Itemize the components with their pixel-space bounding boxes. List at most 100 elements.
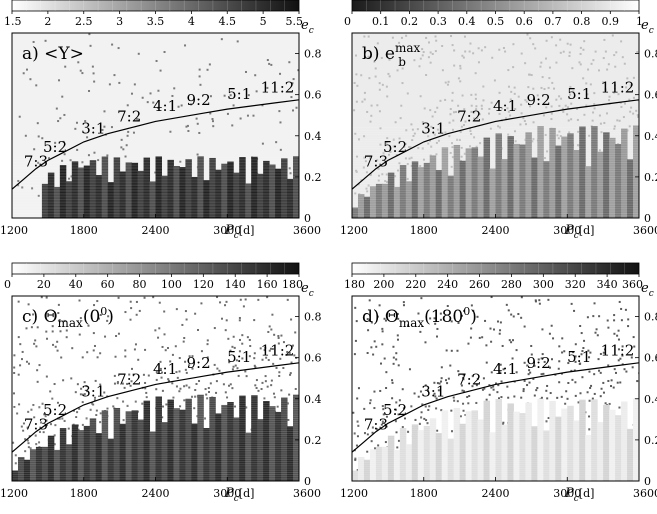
collision-curve-d bbox=[352, 362, 639, 453]
plot-area-a bbox=[12, 33, 299, 218]
y-tick-label-b: 0.6 bbox=[644, 89, 657, 102]
x-axis-label-b: Pc[d] bbox=[564, 223, 594, 241]
resonance-label-d: 7:2 bbox=[457, 370, 481, 388]
colorbar-tick-label-a: 3 bbox=[116, 15, 123, 28]
colorbar-tick-label-a: 2.5 bbox=[75, 15, 93, 28]
colorbar-tick-label-d: 240 bbox=[437, 278, 458, 291]
x-tick-label-b: 3000 bbox=[553, 224, 581, 237]
y-tick-label-c: 0 bbox=[304, 475, 311, 488]
x-tick-label-d: 3000 bbox=[553, 487, 581, 500]
y-tick-label-c: 0.4 bbox=[304, 393, 322, 406]
colorbar-tick-label-b: 0.5 bbox=[487, 15, 505, 28]
colorbar-tick-label-a: 5.5 bbox=[286, 15, 304, 28]
y-tick-label-a: 0.8 bbox=[304, 48, 322, 61]
x-tick-label-d: 1800 bbox=[410, 487, 438, 500]
colorbar-tick-label-c: 0 bbox=[4, 278, 11, 291]
colorbar-tick-label-c: 180 bbox=[282, 278, 303, 291]
x-tick-label-b: 1200 bbox=[340, 224, 368, 237]
resonance-label-d: 9:2 bbox=[526, 354, 550, 372]
colorbar-tick-label-c: 20 bbox=[37, 278, 51, 291]
resonance-label-a: 7:2 bbox=[117, 107, 141, 125]
colorbar-tick-label-c: 100 bbox=[161, 278, 182, 291]
resonance-label-b: 4:1 bbox=[493, 97, 517, 115]
panel-a: 1.5 2 2.5 3 3.5 4 4.5 5 5.5 7:35:2 3:1 7:2 4:1 9:2 5:1… bbox=[0, 0, 322, 241]
resonance-label-a: 4:1 bbox=[153, 97, 177, 115]
resonance-label-b: 9:2 bbox=[526, 91, 550, 109]
panel-label-b: b) emax b bbox=[362, 41, 421, 69]
panel-b: 0 0.1 0.2 0.3 0.4 0.5 0.6 0.7 0.8 0.9 1 7:35:2 3:1 7:… bbox=[340, 0, 657, 241]
x-tick-label-c: 2400 bbox=[142, 487, 170, 500]
x-axis-label-a: Pc[d] bbox=[224, 223, 254, 241]
colorbar-tick-label-d: 340 bbox=[597, 278, 618, 291]
colorbar-tick-label-c: 120 bbox=[193, 278, 214, 291]
x-tick-label-a: 2400 bbox=[142, 224, 170, 237]
resonance-label-d: 5:2 bbox=[383, 401, 407, 419]
colorbar-tick-label-a: 2 bbox=[44, 15, 51, 28]
x-axis-label-d: Pc[d] bbox=[564, 486, 594, 504]
resonance-label-c: 3:1 bbox=[81, 383, 105, 401]
collision-curve-c bbox=[12, 362, 299, 453]
x-tick-label-a: 3600 bbox=[293, 224, 321, 237]
colorbar-tick-label-d: 200 bbox=[373, 278, 394, 291]
y-tick-label-d: 0 bbox=[644, 475, 651, 488]
y-tick-label-c: 0.2 bbox=[304, 434, 322, 447]
resonance-label-b: 7:2 bbox=[457, 107, 481, 125]
y-tick-label-c: 0.8 bbox=[304, 311, 322, 324]
colorbar-tick-label-a: 4 bbox=[188, 15, 195, 28]
resonance-label-c: 7:2 bbox=[117, 370, 141, 388]
colorbar-tick-label-d: 260 bbox=[469, 278, 490, 291]
resonance-label-a: 11:2 bbox=[261, 79, 295, 97]
colorbar-tick-label-a: 3.5 bbox=[147, 15, 165, 28]
colorbar-tick-label-b: 0.2 bbox=[401, 15, 419, 28]
y-tick-label-a: 0 bbox=[304, 212, 311, 225]
panel-label-a: a) <Y> bbox=[22, 44, 84, 64]
colorbar-tick-label-b: 0.8 bbox=[573, 15, 591, 28]
y-tick-label-d: 0.4 bbox=[644, 393, 657, 406]
x-axis-label-c: Pc[d] bbox=[224, 486, 254, 504]
x-tick-label-c: 3000 bbox=[213, 487, 241, 500]
colorbar-tick-label-c: 140 bbox=[225, 278, 246, 291]
colorbar-tick-label-a: 5 bbox=[260, 15, 267, 28]
resonance-label-d: 5:1 bbox=[567, 348, 591, 366]
resonance-label-b: 11:2 bbox=[601, 79, 635, 97]
y-tick-label-a: 0.2 bbox=[304, 171, 322, 184]
resonance-label-c: 4:1 bbox=[153, 360, 177, 378]
colorbar-d bbox=[351, 262, 640, 275]
y-tick-label-b: 0.8 bbox=[644, 48, 657, 61]
resonance-label-c: 5:1 bbox=[227, 348, 251, 366]
y-tick-label-b: 0.4 bbox=[644, 130, 657, 143]
x-tick-label-c: 1800 bbox=[70, 487, 98, 500]
resonance-label-c: 9:2 bbox=[186, 354, 210, 372]
colorbar-c bbox=[11, 262, 300, 275]
x-tick-label-b: 2400 bbox=[482, 224, 510, 237]
resonance-label-b: 5:1 bbox=[567, 85, 591, 103]
x-tick-label-a: 1200 bbox=[0, 224, 28, 237]
y-tick-label-c: 0.6 bbox=[304, 352, 322, 365]
colorbar-tick-label-c: 160 bbox=[257, 278, 278, 291]
colorbar-tick-label-d: 360 bbox=[622, 278, 643, 291]
y-tick-label-d: 0.6 bbox=[644, 352, 657, 365]
panel-d: 180 200 220 240 260 280 300 320 340 360 7:35:2 3:1 7… bbox=[340, 262, 657, 504]
resonance-label-a: 9:2 bbox=[186, 91, 210, 109]
resonance-label-a: 5:2 bbox=[43, 138, 67, 156]
collision-curve-a bbox=[12, 99, 299, 190]
colorbar-tick-label-c: 40 bbox=[69, 278, 83, 291]
panel-c: 0 20 40 60 80 100 120 140 160 180 7:35:2 3:1 7:2 4:1 9… bbox=[0, 262, 322, 504]
x-tick-label-c: 3600 bbox=[293, 487, 321, 500]
panel-label-d: d) Θmax(1800) bbox=[362, 305, 477, 330]
x-tick-label-b: 1800 bbox=[410, 224, 438, 237]
x-tick-label-d: 2400 bbox=[482, 487, 510, 500]
x-tick-label-b: 3600 bbox=[633, 224, 657, 237]
colorbar-tick-label-a: 4.5 bbox=[219, 15, 237, 28]
colorbar-tick-label-d: 180 bbox=[344, 278, 365, 291]
resonance-label-d: 7:3 bbox=[364, 416, 388, 434]
resonance-label-b: 5:2 bbox=[383, 138, 407, 156]
y-tick-label-b: 0 bbox=[644, 212, 651, 225]
resonance-label-c: 5:2 bbox=[43, 401, 67, 419]
colorbar-tick-label-b: 0 bbox=[344, 15, 351, 28]
y-tick-label-d: 0.8 bbox=[644, 311, 657, 324]
resonance-label-c: 7:3 bbox=[24, 416, 48, 434]
colorbar-tick-label-d: 320 bbox=[565, 278, 586, 291]
resonance-label-a: 3:1 bbox=[81, 120, 105, 138]
